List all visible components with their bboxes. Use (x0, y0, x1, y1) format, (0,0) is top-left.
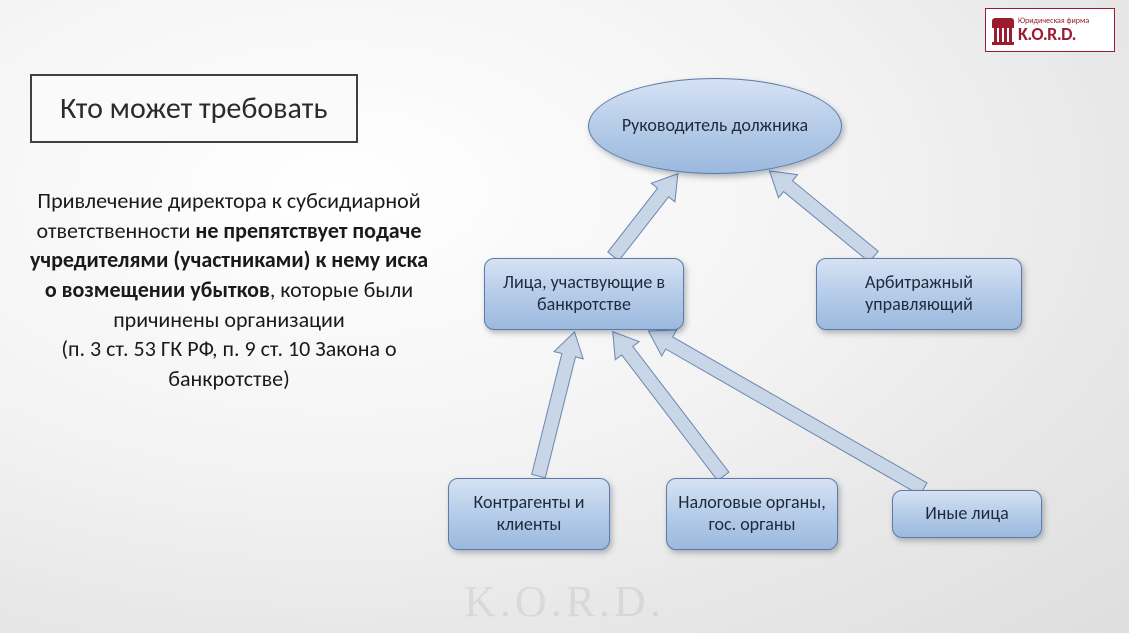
node-contr: Контрагенты и клиенты (448, 478, 610, 550)
node-arbitr: Арбитражный управляющий (816, 258, 1022, 330)
logo-title: K.O.R.D. (1018, 25, 1089, 43)
arrow-other-to-part (648, 330, 927, 495)
arrow-part-to-root (608, 174, 678, 261)
body-line-3: (п. 3 ст. 53 ГК РФ, п. 9 ст. 10 Закона о… (61, 335, 396, 392)
arrow-arbitr-to-root (770, 171, 879, 262)
arrow-tax-to-part (613, 332, 729, 481)
logo-columns-icon (992, 15, 1014, 45)
slide-title: Кто может требовать (30, 74, 358, 143)
node-tax: Налоговые органы, гос. органы (666, 478, 838, 550)
node-other: Иные лица (892, 490, 1042, 538)
node-part: Лица, участвующие в банкротстве (484, 258, 684, 330)
logo-badge: Юридическая фирма K.O.R.D. (985, 8, 1115, 52)
watermark: K.O.R.D. (464, 576, 665, 627)
body-paragraph: Привлечение директора к субсидиарной отв… (24, 186, 434, 394)
arrow-contr-to-part (532, 332, 584, 478)
node-root: Руководитель должника (588, 78, 842, 174)
